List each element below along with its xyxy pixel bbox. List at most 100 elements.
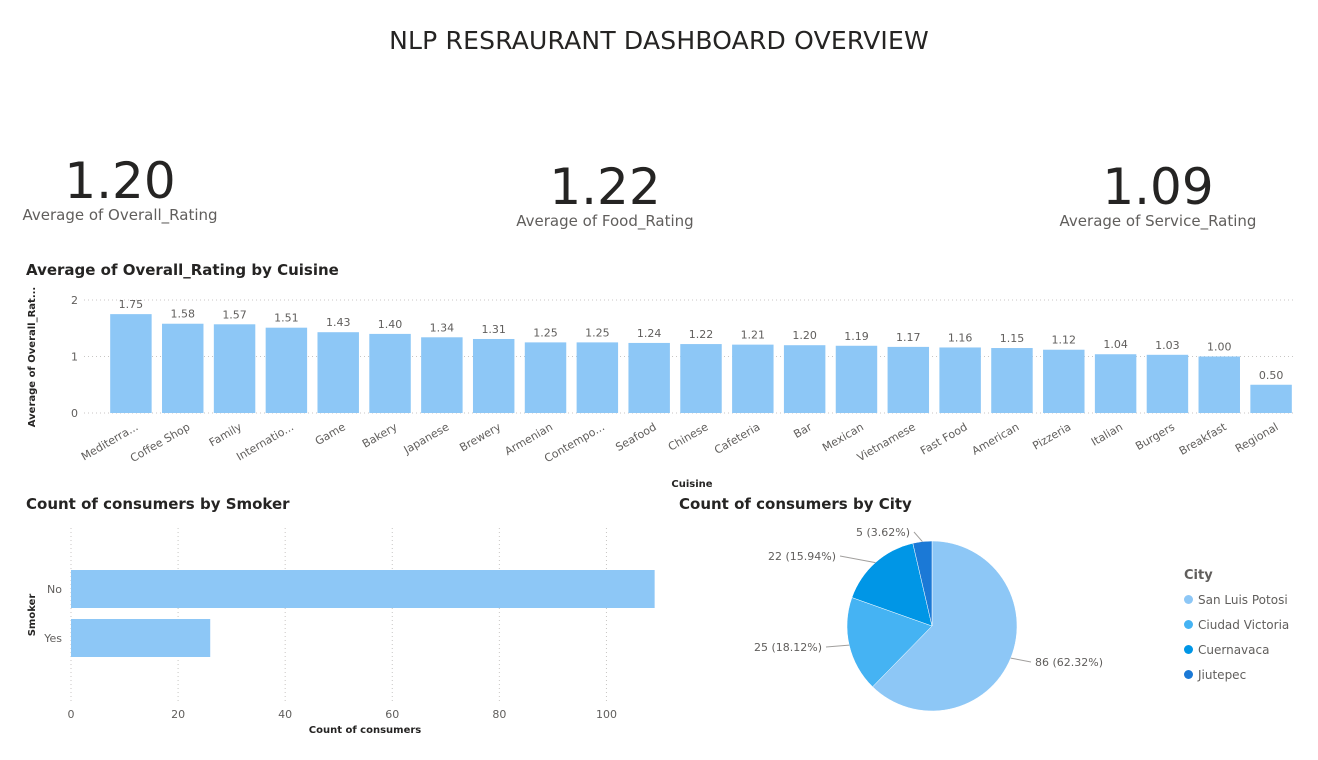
smoker-bar-chart[interactable]: 0 20 40 60 80 100 No Yes Count of consumers Smoke… bbox=[0, 520, 670, 740]
data-label: 22 (15.94%) bbox=[768, 550, 836, 563]
data-label: 1.34 bbox=[430, 321, 455, 334]
bar bbox=[71, 570, 655, 608]
bar bbox=[110, 314, 152, 413]
leader-line bbox=[825, 644, 850, 648]
data-label: 1.17 bbox=[896, 331, 921, 344]
data-label: 1.21 bbox=[741, 329, 766, 342]
x-tick-label: Cafeteria bbox=[712, 420, 762, 456]
legend-item[interactable]: San Luis Potosi bbox=[1184, 587, 1314, 612]
y-tick-label: 1 bbox=[71, 351, 78, 364]
x-axis-title: Cuisine bbox=[671, 479, 712, 490]
kpi-value: 1.22 bbox=[549, 158, 661, 216]
data-label: 1.40 bbox=[378, 318, 403, 331]
data-label: 1.22 bbox=[689, 328, 714, 341]
data-label: 1.19 bbox=[844, 330, 869, 343]
bar bbox=[1146, 354, 1189, 413]
data-label: 1.57 bbox=[222, 308, 247, 321]
data-label: 5 (3.62%) bbox=[856, 526, 910, 539]
data-label: 0.50 bbox=[1259, 369, 1284, 382]
data-label: 1.25 bbox=[533, 326, 558, 339]
cuisine-chart-title: Average of Overall_Rating by Cuisine bbox=[26, 261, 339, 279]
legend-item[interactable]: Cuernavaca bbox=[1184, 637, 1314, 662]
x-tick-label: Seafood bbox=[613, 420, 658, 454]
city-chart-title: Count of consumers by City bbox=[679, 495, 912, 513]
x-tick-label: Fast Food bbox=[918, 420, 970, 457]
data-label: 25 (18.12%) bbox=[754, 641, 822, 654]
kpi-label: Average of Service_Rating bbox=[1059, 212, 1257, 230]
bar bbox=[1198, 356, 1240, 413]
x-tick-label: 20 bbox=[171, 708, 185, 721]
y-tick-label: Yes bbox=[43, 632, 62, 645]
data-label: 1.25 bbox=[585, 326, 610, 339]
y-axis-title: Smoker bbox=[27, 594, 38, 637]
legend-label: Ciudad Victoria bbox=[1198, 617, 1290, 632]
x-tick-label: Burgers bbox=[1133, 420, 1177, 453]
bar bbox=[421, 337, 463, 413]
legend-dot-icon bbox=[1184, 645, 1193, 654]
y-tick-label: 2 bbox=[71, 294, 78, 307]
bar bbox=[369, 333, 411, 413]
bar bbox=[71, 619, 211, 657]
y-axis-title: Average of Overall_Rat... bbox=[27, 287, 38, 427]
legend-item[interactable]: Ciudad Victoria bbox=[1184, 612, 1314, 637]
bar bbox=[939, 347, 981, 413]
x-tick-label: Brewery bbox=[457, 420, 503, 454]
data-label: 1.20 bbox=[792, 329, 817, 342]
kpi-value: 1.20 bbox=[64, 152, 176, 210]
city-pie-chart[interactable]: 86 (62.32%) 25 (18.12%) 22 (15.94%) 5 (3.62… bbox=[680, 520, 1160, 740]
pie-slice bbox=[846, 597, 933, 688]
bar bbox=[628, 342, 670, 413]
legend-dot-icon bbox=[1184, 595, 1193, 604]
page-title: NLP RESRAURANT DASHBOARD OVERVIEW bbox=[389, 26, 929, 55]
bar bbox=[265, 327, 308, 413]
bar bbox=[524, 342, 567, 413]
data-label: 1.24 bbox=[637, 327, 662, 340]
kpi-label: Average of Food_Rating bbox=[516, 212, 694, 230]
data-label: 1.15 bbox=[1000, 332, 1025, 345]
legend-label: Cuernavaca bbox=[1198, 642, 1270, 657]
data-label: 1.03 bbox=[1155, 339, 1180, 352]
bar bbox=[1094, 354, 1137, 413]
kpi-card-food[interactable]: 1.22 Average of Food_Rating bbox=[505, 158, 705, 230]
x-tick-label: Vietnamese bbox=[855, 420, 918, 464]
data-label: 1.04 bbox=[1103, 338, 1128, 351]
bar bbox=[576, 342, 619, 413]
bar bbox=[472, 338, 515, 413]
data-label: 1.00 bbox=[1207, 341, 1232, 354]
x-tick-label: Breakfast bbox=[1177, 420, 1229, 458]
x-tick-label: Family bbox=[207, 420, 245, 449]
x-tick-label: Pizzeria bbox=[1030, 420, 1073, 452]
leader-line bbox=[1010, 657, 1032, 663]
leader-line bbox=[913, 531, 923, 542]
bar bbox=[1250, 384, 1292, 413]
legend-dot-icon bbox=[1184, 670, 1193, 679]
kpi-card-overall[interactable]: 1.20 Average of Overall_Rating bbox=[20, 152, 220, 224]
x-axis-title: Count of consumers bbox=[309, 725, 422, 736]
kpi-label: Average of Overall_Rating bbox=[22, 206, 218, 224]
smoker-chart-title: Count of consumers by Smoker bbox=[26, 495, 290, 513]
x-tick-label: Internatio... bbox=[234, 420, 296, 463]
bar bbox=[680, 344, 722, 413]
x-tick-label: Italian bbox=[1089, 420, 1125, 448]
data-label: 1.51 bbox=[274, 312, 299, 325]
data-label: 1.31 bbox=[481, 323, 506, 336]
data-label: 1.16 bbox=[948, 331, 973, 344]
leader-line bbox=[839, 555, 876, 564]
x-tick-label: Chinese bbox=[666, 420, 711, 453]
kpi-card-service[interactable]: 1.09 Average of Service_Rating bbox=[1058, 158, 1258, 230]
x-tick-label: 80 bbox=[492, 708, 506, 721]
y-tick-label: No bbox=[47, 583, 62, 596]
bar bbox=[213, 324, 256, 413]
x-tick-label: Regional bbox=[1233, 420, 1281, 455]
bar bbox=[991, 348, 1033, 413]
bar bbox=[783, 345, 826, 413]
x-tick-label: Mexican bbox=[820, 420, 866, 454]
legend-dot-icon bbox=[1184, 620, 1193, 629]
data-label: 86 (62.32%) bbox=[1035, 656, 1103, 669]
x-tick-label: Bakery bbox=[360, 420, 400, 451]
legend-title: City bbox=[1184, 568, 1213, 583]
data-label: 1.43 bbox=[326, 316, 351, 329]
legend-item[interactable]: Jiutepec bbox=[1184, 662, 1314, 687]
bar bbox=[1043, 349, 1085, 413]
